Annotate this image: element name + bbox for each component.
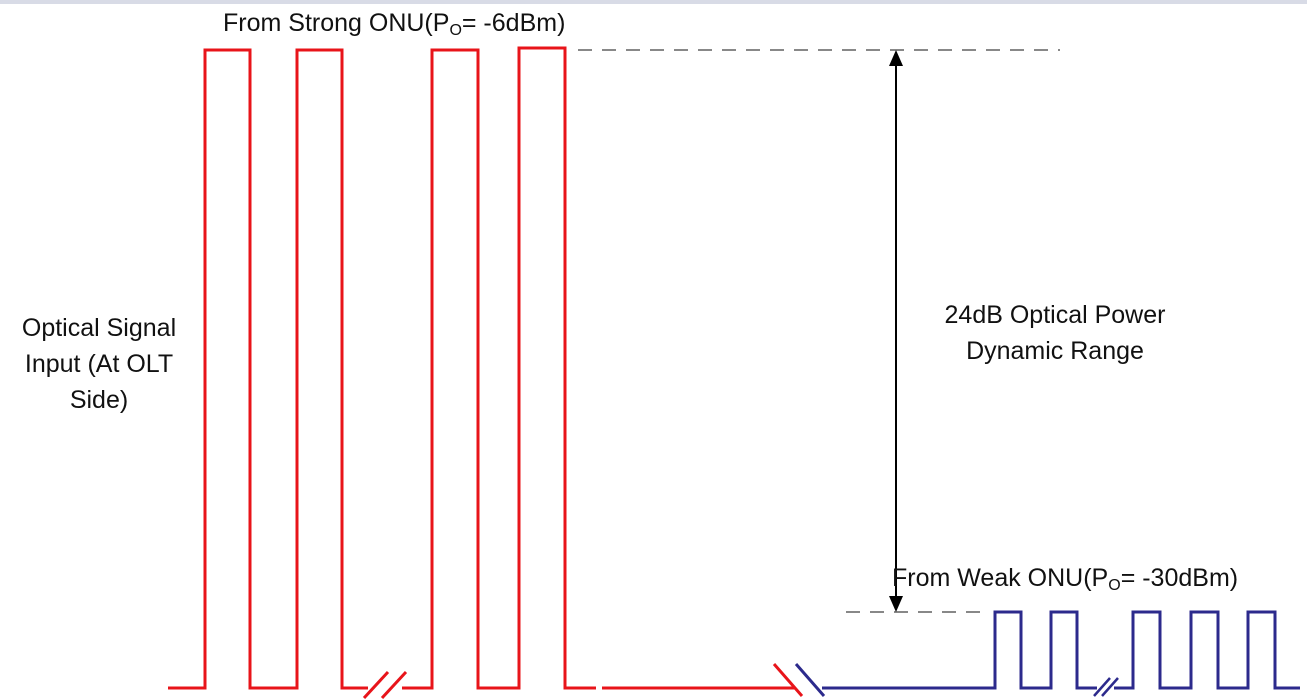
strong-onu-label: From Strong ONU(PO= -6dBm) (223, 9, 566, 39)
strong-signal-pulses-part1 (168, 48, 368, 690)
weak-signal-pulses-part2 (1114, 610, 1300, 690)
transition-break-mark-icon (772, 663, 826, 697)
dynamic-range-label: 24dB Optical Power Dynamic Range (944, 301, 1166, 365)
dynamic-range-arrow-icon (889, 50, 903, 612)
strong-break-mark-icon (362, 670, 408, 699)
weak-onu-label: From Weak ONU(PO= -30dBm) (892, 564, 1239, 594)
strong-signal-pulses-part2 (402, 46, 596, 690)
top-border (0, 0, 1307, 4)
weak-break-mark-icon (1093, 677, 1119, 697)
weak-signal-pulses-part1 (822, 610, 1097, 690)
signal-input-label: Optical Signal Input (At OLT Side) (21, 314, 177, 414)
